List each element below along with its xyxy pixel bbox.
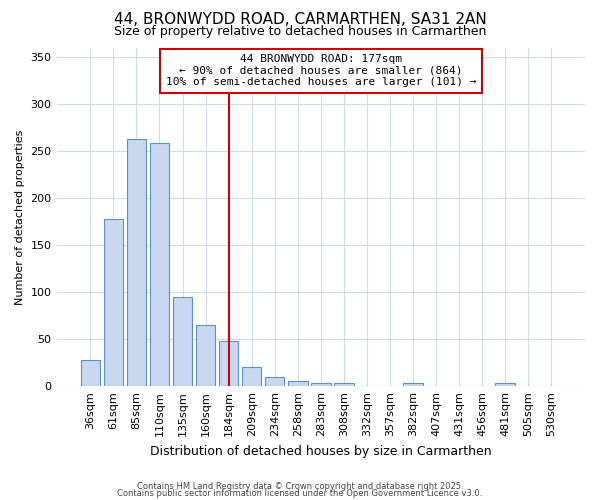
Bar [496, 384, 515, 386]
Bar [265, 377, 284, 386]
Text: 44, BRONWYDD ROAD, CARMARTHEN, SA31 2AN: 44, BRONWYDD ROAD, CARMARTHEN, SA31 2AN [113, 12, 487, 28]
Bar [403, 384, 423, 386]
Text: Size of property relative to detached houses in Carmarthen: Size of property relative to detached ho… [114, 25, 486, 38]
Bar [127, 139, 146, 386]
Bar [311, 384, 331, 386]
X-axis label: Distribution of detached houses by size in Carmarthen: Distribution of detached houses by size … [150, 444, 491, 458]
Bar [219, 341, 238, 386]
Bar [149, 144, 169, 386]
Bar [104, 219, 123, 386]
Bar [80, 360, 100, 386]
Bar [288, 380, 308, 386]
Y-axis label: Number of detached properties: Number of detached properties [15, 129, 25, 304]
Bar [173, 297, 193, 386]
Text: 44 BRONWYDD ROAD: 177sqm
← 90% of detached houses are smaller (864)
10% of semi-: 44 BRONWYDD ROAD: 177sqm ← 90% of detach… [166, 54, 476, 88]
Text: Contains public sector information licensed under the Open Government Licence v3: Contains public sector information licen… [118, 490, 482, 498]
Bar [242, 368, 262, 386]
Bar [196, 325, 215, 386]
Bar [334, 384, 353, 386]
Text: Contains HM Land Registry data © Crown copyright and database right 2025.: Contains HM Land Registry data © Crown c… [137, 482, 463, 491]
